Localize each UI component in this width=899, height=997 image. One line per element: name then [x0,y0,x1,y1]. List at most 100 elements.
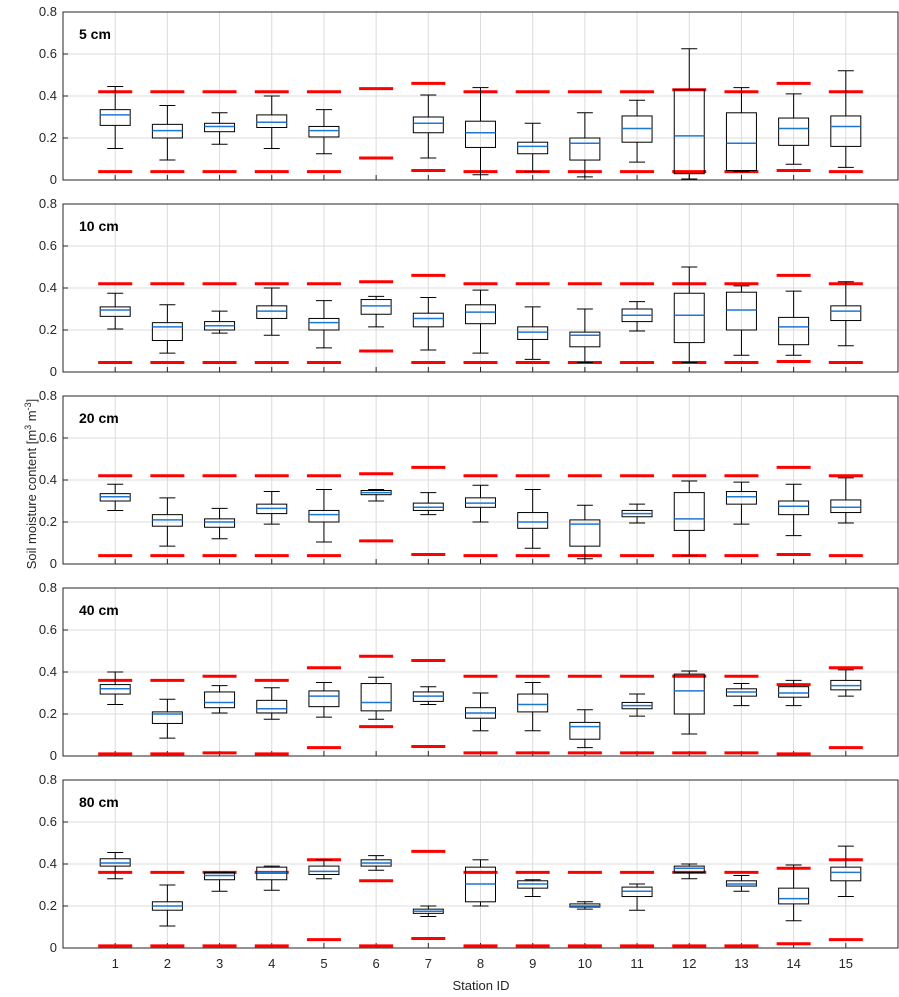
box-station-4 [256,287,288,336]
iqr-box [569,331,601,348]
x-tick-label: 4 [268,956,275,971]
box-station-8 [465,87,496,176]
iqr-box [517,326,549,340]
x-tick-label: 13 [734,956,748,971]
box-station-15 [830,669,862,697]
x-tick-label: 14 [786,956,800,971]
iqr-box [204,518,236,528]
iqr-box [830,115,862,147]
y-axis-label-mid: m [24,410,39,424]
iqr-box [778,316,810,346]
x-tick-label: 2 [164,956,171,971]
iqr-box [517,693,549,713]
iqr-box [673,492,705,531]
box-station-7 [412,905,444,917]
iqr-box [308,509,340,523]
iqr-box [569,137,601,161]
panel-2: 0 0.2 0.4 0.6 0.8 10 cm [39,196,899,379]
iqr-box [725,112,757,172]
box-station-2 [151,304,183,354]
y-tick-label: 0.6 [39,814,57,829]
iqr-box [308,690,340,708]
box-station-9 [517,488,549,549]
iqr-box [465,120,496,148]
iqr-box [256,699,288,714]
y-tick-label: 0.8 [39,772,57,787]
panel-frame [62,203,899,373]
y-tick-label: 0.4 [39,88,57,103]
box-station-1 [99,86,131,149]
x-axis-label: Station ID [452,978,509,993]
box-station-12 [673,266,705,364]
box-station-7 [412,686,444,706]
box-station-2 [151,698,183,739]
x-tick-label: 1 [112,956,119,971]
panel-frame [62,11,899,181]
box-station-12 [673,480,705,557]
box-station-2 [151,104,183,161]
box-station-15 [830,477,862,524]
box-station-11 [621,693,653,717]
box-station-3 [204,310,236,334]
iqr-box [778,500,810,516]
box-station-14 [778,864,810,922]
box-station-12 [673,670,705,735]
panel-label: 80 cm [79,794,119,810]
box-station-6 [360,488,392,502]
panel-label: 10 cm [79,218,119,234]
box-station-15 [830,281,862,347]
iqr-box [569,721,601,740]
y-tick-label: 0.6 [39,622,57,637]
iqr-box [360,683,392,712]
iqr-box [412,116,444,134]
box-station-9 [517,682,549,732]
box-station-3 [204,871,236,892]
y-tick-label: 0.4 [39,664,57,679]
iqr-box [569,519,601,547]
iqr-box [465,304,496,325]
box-station-12 [673,863,705,880]
box-station-7 [412,296,444,351]
box-station-4 [256,491,288,525]
box-station-10 [569,901,601,910]
box-station-10 [569,504,601,560]
y-axis-label-main: Soil moisture content [m [24,430,39,569]
iqr-box [308,317,340,331]
y-tick-label: 0.2 [39,514,57,529]
iqr-box [99,306,131,317]
box-station-1 [99,292,131,330]
y-tick-label: 0 [50,940,57,955]
box-station-4 [256,865,288,891]
y-tick-label: 0 [50,172,57,187]
y-tick-label: 0.8 [39,4,57,19]
box-station-10 [569,112,601,178]
box-station-12 [673,48,705,180]
y-tick-label: 0.4 [39,280,57,295]
iqr-box [673,673,705,715]
iqr-box [308,125,340,138]
iqr-box [778,686,810,698]
box-station-9 [517,879,549,898]
box-station-2 [151,884,183,927]
iqr-box [151,322,183,341]
iqr-box [778,117,810,146]
box-station-11 [621,301,653,332]
box-station-14 [778,93,810,165]
y-axis-label-sup1: 3 [23,425,33,430]
x-tick-label: 5 [320,956,327,971]
panel-label: 5 cm [79,26,111,42]
y-axis-label-end: ] [24,399,39,403]
panel-frame [62,395,899,565]
box-station-6 [360,295,392,328]
panel-5: 0 0.2 0.4 0.6 0.8 80 cm [39,772,899,955]
y-tick-label: 0.4 [39,856,57,871]
y-tick-label: 0.8 [39,580,57,595]
y-tick-label: 0.2 [39,898,57,913]
x-tick-label: 10 [578,956,592,971]
panel-1: 0 0.2 0.4 0.6 0.8 5 cm [39,4,899,187]
box-station-5 [308,682,340,718]
y-tick-label: 0.2 [39,130,57,145]
x-tick-label: 12 [682,956,696,971]
